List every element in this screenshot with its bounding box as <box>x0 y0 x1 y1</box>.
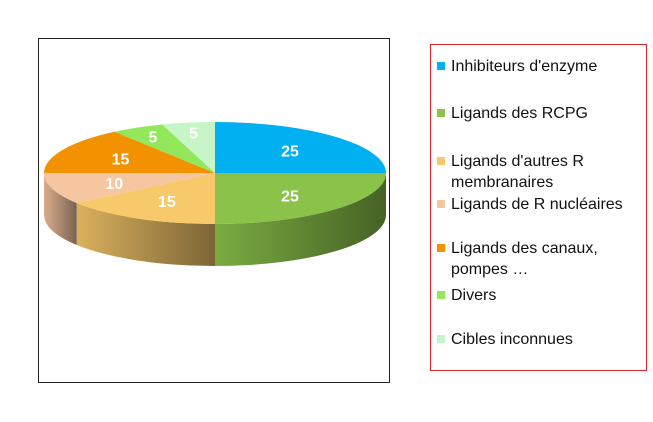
legend-label: Inhibiteurs d'enzyme <box>451 58 598 75</box>
legend-label: Ligands des canaux, pompes … <box>451 240 598 278</box>
pie-chart: 25 25 15 10 15 5 5 <box>44 122 386 266</box>
legend-swatch <box>437 200 445 208</box>
slice-ligands-des-canaux-pompes <box>44 131 215 173</box>
slice-ligands-de-r-nucleaires <box>44 173 215 203</box>
legend-swatch <box>437 291 445 299</box>
pie-sides <box>44 173 386 266</box>
slice-ligands-des-rcpg <box>215 173 386 224</box>
pie-data-labels: 25 25 15 10 15 5 5 <box>105 126 299 212</box>
legend-label: Divers <box>451 287 497 304</box>
pie-slices <box>44 122 386 224</box>
data-label-divers: 5 <box>148 130 157 147</box>
legend-label: Cibles inconnues <box>451 331 573 348</box>
data-label-inhibiteurs-d-enzyme: 25 <box>281 144 299 161</box>
data-label-ligands-d-autres-r-membranaires: 15 <box>158 194 176 211</box>
legend-swatch <box>437 244 445 252</box>
legend: Inhibiteurs d'enzyme Ligands des RCPG Li… <box>430 44 647 371</box>
legend-label: Ligands des RCPG <box>451 105 588 122</box>
slice-inhibiteurs-d-enzyme <box>215 122 386 173</box>
legend-label: Ligands d'autres R membranaires <box>451 153 584 191</box>
data-label-cibles-inconnues: 5 <box>189 126 198 143</box>
legend-swatch <box>437 157 445 165</box>
legend-swatch <box>437 335 445 343</box>
plot-area: 25 25 15 10 15 5 5 <box>38 38 390 383</box>
data-label-ligands-des-rcpg: 25 <box>281 188 299 205</box>
slice-side-ligands-d-autres-r-membranaires <box>76 202 215 266</box>
data-label-ligands-des-canaux-pompes: 15 <box>112 152 130 169</box>
slice-ligands-d-autres-r-membranaires <box>76 173 215 224</box>
legend-label: Ligands de R nucléaires <box>451 196 623 213</box>
slice-cibles-inconnues <box>162 122 215 173</box>
legend-swatch <box>437 62 445 70</box>
legend-swatch <box>437 109 445 117</box>
data-label-ligands-de-r-nucleaires: 10 <box>105 176 123 193</box>
slice-side-ligands-des-rcpg <box>215 173 386 266</box>
slice-divers <box>114 124 215 173</box>
slice-side-ligands-de-r-nucleaires <box>44 173 77 245</box>
